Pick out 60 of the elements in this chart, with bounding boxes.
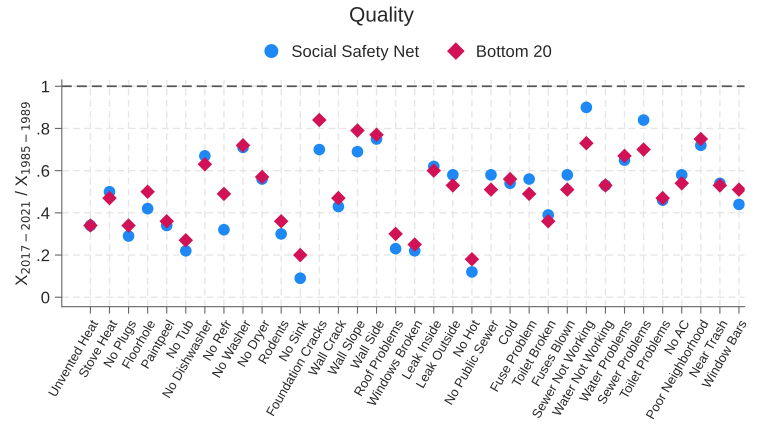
y-tick-label: .8 xyxy=(38,122,50,135)
point xyxy=(638,114,650,126)
point xyxy=(388,226,403,242)
point xyxy=(636,142,651,157)
point xyxy=(331,190,346,206)
point xyxy=(122,230,134,242)
point xyxy=(142,202,154,214)
point xyxy=(426,163,442,178)
point xyxy=(579,136,594,150)
y-tick-label: .4 xyxy=(38,207,50,219)
point xyxy=(580,102,592,114)
point xyxy=(352,146,364,158)
point xyxy=(617,148,632,164)
point xyxy=(178,232,194,248)
point xyxy=(407,237,422,252)
point xyxy=(561,169,574,181)
point xyxy=(733,198,745,210)
point xyxy=(254,170,270,184)
point xyxy=(292,248,308,262)
point xyxy=(198,157,212,172)
point xyxy=(485,169,497,181)
point xyxy=(694,132,708,146)
point xyxy=(274,214,288,229)
point xyxy=(502,172,518,186)
point xyxy=(350,123,365,138)
y-tick-label: .2 xyxy=(38,249,50,262)
legend-label: Social Safety Net xyxy=(292,44,420,60)
point xyxy=(236,138,250,153)
point xyxy=(216,186,232,202)
legend-label: Bottom 20 xyxy=(477,45,552,58)
point xyxy=(712,178,728,193)
point xyxy=(369,127,384,142)
point xyxy=(484,182,498,197)
point xyxy=(159,214,174,229)
point xyxy=(446,178,460,193)
point xyxy=(523,173,535,185)
point xyxy=(466,266,478,278)
y-tick-label: .6 xyxy=(38,165,50,177)
y-tick-label: 1 xyxy=(42,80,50,92)
point xyxy=(294,272,306,284)
point xyxy=(121,218,136,233)
point xyxy=(312,112,327,128)
y-tick-label: 0 xyxy=(41,292,50,304)
point xyxy=(140,184,155,200)
point xyxy=(275,228,287,240)
y-axis-title: X$_{2017−2021}$ / X$_{1985−1989}$ xyxy=(14,102,30,286)
chart-title: Quality xyxy=(350,6,414,26)
point xyxy=(447,169,459,181)
point xyxy=(390,242,402,255)
point xyxy=(522,186,536,202)
point xyxy=(540,214,556,229)
point xyxy=(464,252,480,267)
point xyxy=(102,190,117,206)
point xyxy=(560,182,575,197)
point xyxy=(674,176,690,191)
point xyxy=(732,182,745,197)
point xyxy=(180,245,192,257)
point xyxy=(655,190,670,206)
point xyxy=(314,144,326,156)
point xyxy=(218,224,230,236)
